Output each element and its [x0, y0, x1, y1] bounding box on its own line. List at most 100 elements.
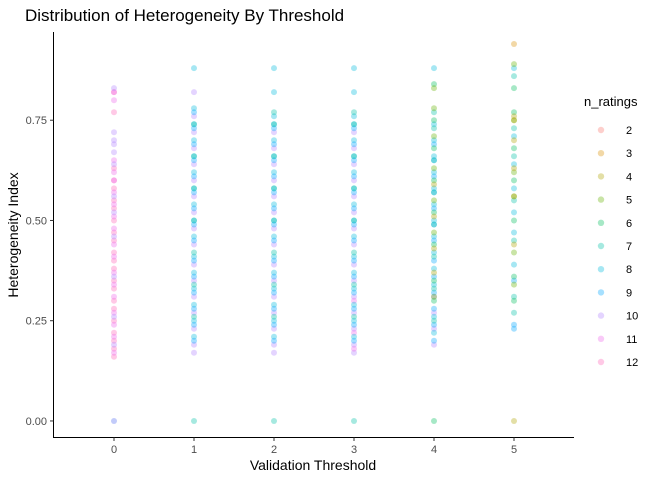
data-point	[191, 281, 197, 288]
data-point	[271, 193, 277, 200]
data-point	[271, 177, 277, 184]
data-point	[431, 217, 437, 224]
data-point	[511, 209, 517, 216]
data-point	[431, 185, 437, 192]
data-point	[271, 189, 277, 196]
data-point	[191, 241, 197, 248]
x-tick-label: 3	[351, 444, 357, 456]
data-point	[431, 289, 437, 296]
data-point	[431, 241, 437, 248]
data-point	[271, 141, 277, 148]
data-point	[431, 257, 437, 264]
data-point	[271, 269, 277, 276]
data-point	[191, 309, 197, 316]
data-point	[511, 193, 517, 200]
data-point	[191, 217, 197, 224]
data-point	[351, 145, 357, 152]
data-point	[111, 97, 117, 104]
legend-key	[597, 335, 605, 342]
data-point	[511, 249, 517, 256]
data-point	[351, 257, 357, 264]
data-point	[111, 305, 117, 312]
data-point	[191, 193, 197, 200]
data-point	[351, 337, 357, 344]
data-point	[511, 293, 517, 300]
data-point	[271, 349, 277, 356]
data-point	[351, 201, 357, 208]
data-point	[351, 325, 357, 332]
data-point	[351, 189, 357, 196]
x-tick-label: 5	[511, 444, 517, 456]
x-tick-label: 0	[111, 444, 117, 456]
data-point	[111, 253, 117, 260]
data-point	[431, 285, 437, 292]
legend: n_ratings 2 3 4 5 6 7 8 9 10 11 12	[584, 94, 638, 369]
data-point	[351, 281, 357, 288]
data-point	[351, 289, 357, 296]
data-point	[191, 317, 197, 324]
data-point	[271, 185, 277, 192]
legend-label: 2	[626, 125, 632, 137]
y-tick-label: 0.25	[26, 316, 47, 328]
data-point	[511, 325, 517, 332]
data-point	[191, 269, 197, 276]
y-tick-label: 0.75	[26, 115, 47, 127]
data-point	[271, 237, 277, 244]
data-point	[271, 121, 277, 128]
data-point	[511, 261, 517, 268]
data-point	[271, 277, 277, 284]
points-layer	[111, 41, 517, 424]
data-point	[111, 285, 117, 292]
data-point	[271, 289, 277, 296]
legend-label: 4	[626, 171, 632, 183]
data-point	[351, 309, 357, 316]
data-point	[271, 301, 277, 308]
data-point	[351, 121, 357, 128]
data-point	[111, 329, 117, 336]
data-point	[271, 221, 277, 228]
data-point	[511, 165, 517, 172]
data-point	[351, 173, 357, 180]
data-point	[111, 313, 117, 320]
x-axis-title: Validation Threshold	[250, 457, 376, 473]
data-point	[511, 161, 517, 168]
data-point	[351, 333, 357, 340]
data-point	[431, 309, 437, 316]
data-point	[431, 81, 437, 88]
x-ticks: 0 1 2 3 4 5	[111, 437, 517, 456]
data-point	[351, 341, 357, 348]
data-point	[431, 269, 437, 276]
data-point	[111, 109, 117, 116]
data-point	[191, 273, 197, 280]
data-point	[511, 237, 517, 244]
data-point	[271, 317, 277, 324]
data-point	[191, 105, 197, 112]
data-point	[431, 121, 437, 128]
data-point	[511, 145, 517, 152]
data-point	[111, 249, 117, 256]
data-point	[431, 189, 437, 196]
data-point	[431, 145, 437, 152]
chart-title: Distribution of Heterogeneity By Thresho…	[25, 6, 344, 25]
data-point	[111, 273, 117, 280]
data-point	[431, 337, 437, 344]
data-point	[351, 125, 357, 132]
legend-key	[597, 289, 605, 296]
data-point	[431, 317, 437, 324]
data-point	[191, 185, 197, 192]
data-point	[191, 177, 197, 184]
data-point	[271, 313, 277, 320]
data-point	[191, 221, 197, 228]
legend-key	[597, 173, 605, 180]
data-point	[351, 141, 357, 148]
legend-label: 3	[626, 148, 632, 160]
data-point	[191, 169, 197, 176]
legend-key	[597, 196, 605, 203]
data-point	[511, 277, 517, 284]
data-point	[191, 189, 197, 196]
data-point	[111, 297, 117, 304]
data-point	[271, 157, 277, 164]
data-point	[511, 229, 517, 236]
data-point	[351, 153, 357, 160]
data-point	[111, 165, 117, 172]
